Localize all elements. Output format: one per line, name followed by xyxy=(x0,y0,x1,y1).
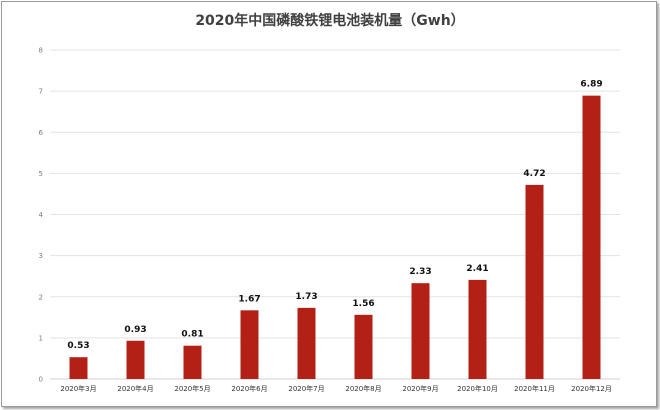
y-tick-label: 8 xyxy=(39,47,43,55)
x-tick-label: 2020年12月 xyxy=(571,384,612,393)
bar xyxy=(126,340,145,379)
data-label: 6.89 xyxy=(580,80,602,90)
data-label: 4.72 xyxy=(523,169,545,179)
data-label: 0.93 xyxy=(124,325,146,335)
data-label: 2.41 xyxy=(466,264,488,274)
bar xyxy=(183,345,202,379)
x-tick-label: 2020年4月 xyxy=(117,384,153,393)
x-tick-label: 2020年3月 xyxy=(60,384,96,393)
bar xyxy=(69,357,88,379)
data-label: 0.81 xyxy=(181,330,203,340)
x-tick-label: 2020年8月 xyxy=(345,384,381,393)
y-tick-label: 7 xyxy=(39,88,43,96)
chart-title: 2020年中国磷酸铁锂电池装机量（Gwh） xyxy=(195,13,465,29)
data-label: 1.56 xyxy=(352,299,374,309)
data-label: 2.33 xyxy=(409,267,431,277)
x-tick-label: 2020年10月 xyxy=(457,384,498,393)
bar xyxy=(240,310,259,379)
y-tick-label: 5 xyxy=(39,170,43,178)
x-tick-label: 2020年7月 xyxy=(288,384,324,393)
bar xyxy=(525,184,544,379)
bar xyxy=(354,314,373,379)
x-tick-label: 2020年5月 xyxy=(174,384,210,393)
bar xyxy=(582,95,601,380)
bar xyxy=(411,283,430,379)
data-label: 0.53 xyxy=(67,341,89,351)
y-tick-label: 1 xyxy=(39,334,43,342)
y-tick-label: 2 xyxy=(39,293,43,301)
x-tick-label: 2020年6月 xyxy=(231,384,267,393)
bar xyxy=(297,307,316,379)
y-tick-label: 0 xyxy=(39,376,43,384)
bar xyxy=(468,279,487,379)
x-tick-label: 2020年11月 xyxy=(514,384,555,393)
data-label: 1.67 xyxy=(238,294,260,304)
x-tick-label: 2020年9月 xyxy=(402,384,438,393)
y-tick-label: 4 xyxy=(39,211,44,219)
y-tick-label: 6 xyxy=(39,129,44,137)
y-tick-label: 3 xyxy=(39,252,43,260)
data-label: 1.73 xyxy=(295,292,317,302)
